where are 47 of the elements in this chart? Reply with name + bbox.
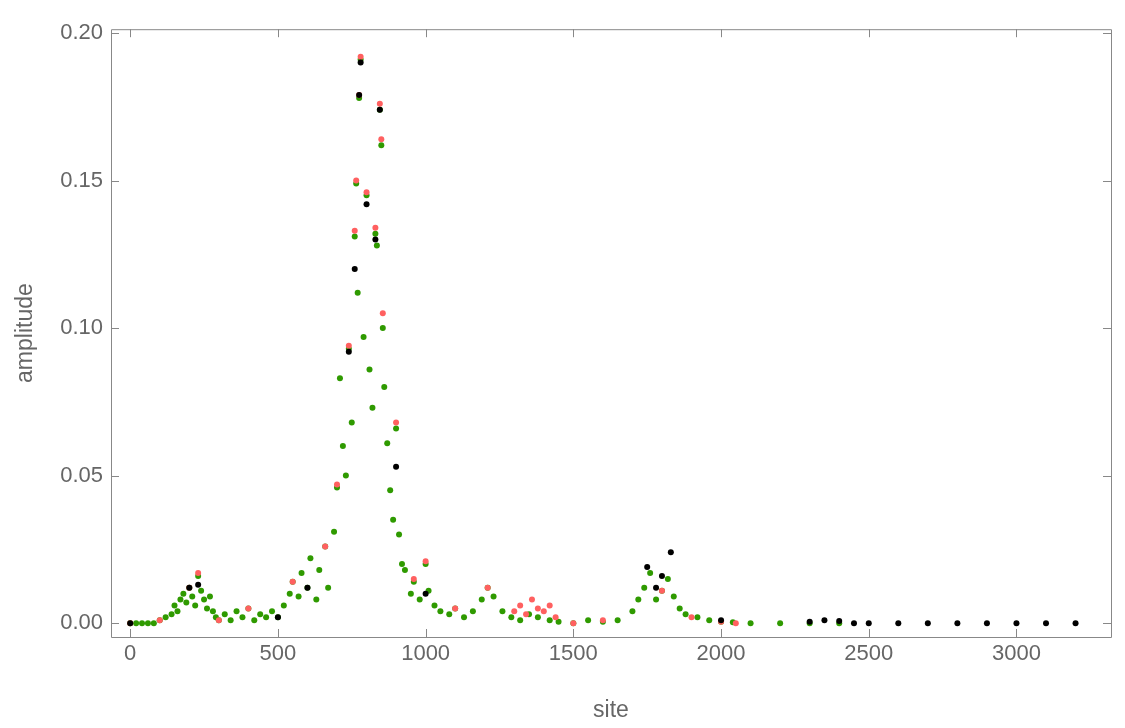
point <box>378 136 385 143</box>
point <box>658 572 665 579</box>
point <box>379 310 386 317</box>
x-tick-label: 1000 <box>401 640 451 666</box>
point <box>924 620 931 627</box>
point <box>688 614 695 621</box>
point <box>1072 620 1079 627</box>
point <box>195 581 202 588</box>
point <box>351 266 358 273</box>
y-tick-label: 0.00 <box>60 609 103 635</box>
point <box>546 602 553 609</box>
point <box>895 620 902 627</box>
y-tick-label: 0.15 <box>60 166 103 192</box>
point <box>865 620 872 627</box>
point <box>528 596 535 603</box>
point <box>1043 620 1050 627</box>
point <box>1013 620 1020 627</box>
point <box>954 620 961 627</box>
point <box>667 549 674 556</box>
point <box>983 620 990 627</box>
y-tick-label: 0.10 <box>60 314 103 340</box>
x-tick-label: 1500 <box>548 640 598 666</box>
point <box>363 201 370 208</box>
x-axis-title: site <box>593 695 629 722</box>
point <box>653 584 660 591</box>
point <box>351 227 358 234</box>
point <box>372 236 379 243</box>
x-tick-label: 0 <box>124 640 137 666</box>
point <box>821 617 828 624</box>
point <box>393 463 400 470</box>
x-tick-label: 2500 <box>844 640 894 666</box>
point <box>552 614 559 621</box>
x-tick-label: 2000 <box>696 640 746 666</box>
y-tick-label: 0.05 <box>60 461 103 487</box>
y-axis-title: amplitude <box>11 283 38 383</box>
x-tick-label: 3000 <box>991 640 1041 666</box>
point <box>372 224 379 231</box>
point <box>850 620 857 627</box>
x-tick-label: 500 <box>259 640 297 666</box>
point <box>534 605 541 612</box>
point <box>644 564 651 571</box>
y-tick-label: 0.20 <box>60 19 103 45</box>
point <box>540 608 547 615</box>
point <box>511 608 518 615</box>
point <box>376 100 383 107</box>
point <box>393 419 400 426</box>
point <box>517 602 524 609</box>
